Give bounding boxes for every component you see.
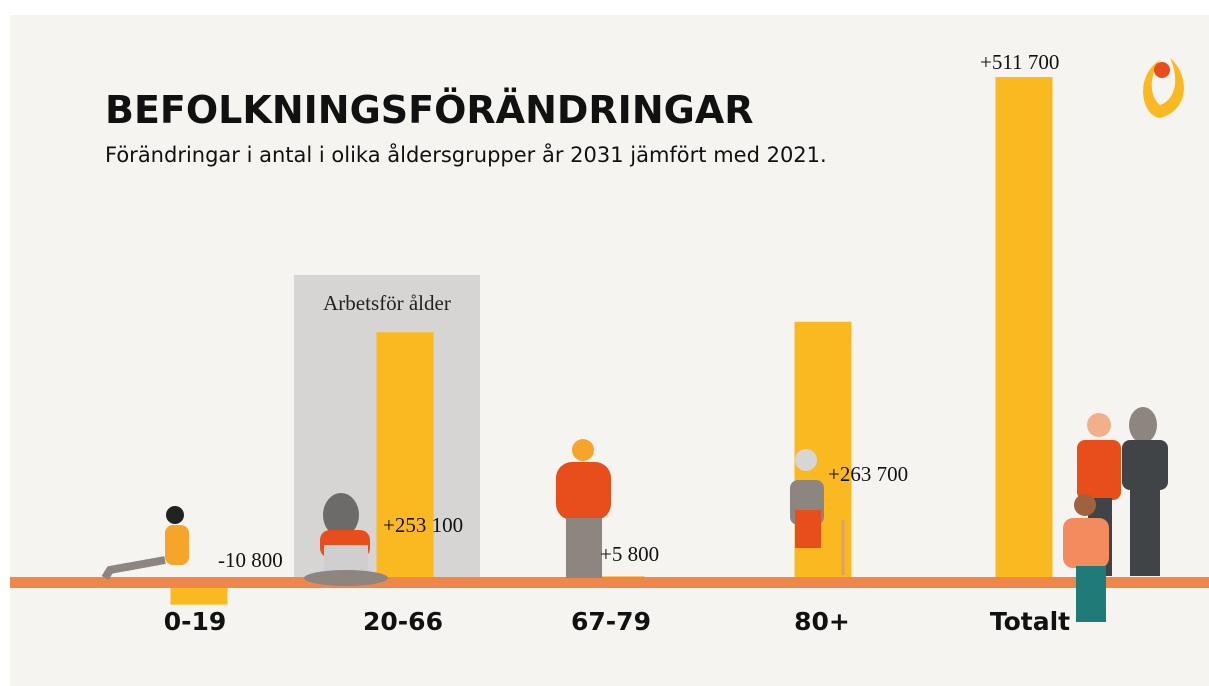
chart-subtitle: Förändringar i antal i olika åldersgrupp… [105, 142, 827, 167]
x-tick-label: Totalt [990, 607, 1070, 636]
value-label: +511 700 [980, 50, 1059, 74]
x-tick-label: 67-79 [571, 607, 651, 636]
bar [996, 77, 1053, 582]
bar [377, 332, 434, 582]
value-label: -10 800 [218, 548, 283, 572]
baseline [10, 577, 1209, 588]
x-tick-label: 20-66 [363, 607, 443, 636]
x-tick-label: 80+ [794, 607, 850, 636]
value-label: +253 100 [383, 513, 463, 537]
chart-title: BEFOLKNINGSFÖRÄNDRINGAR [105, 88, 754, 132]
x-tick-label: 0-19 [164, 607, 227, 636]
value-label: +5 800 [600, 542, 659, 566]
value-label: +263 700 [828, 462, 908, 486]
chart: Arbetsför ålder BEFOLKNINGSFÖRÄNDRINGAR … [0, 0, 1209, 686]
annotation: Arbetsför ålder [323, 291, 451, 315]
